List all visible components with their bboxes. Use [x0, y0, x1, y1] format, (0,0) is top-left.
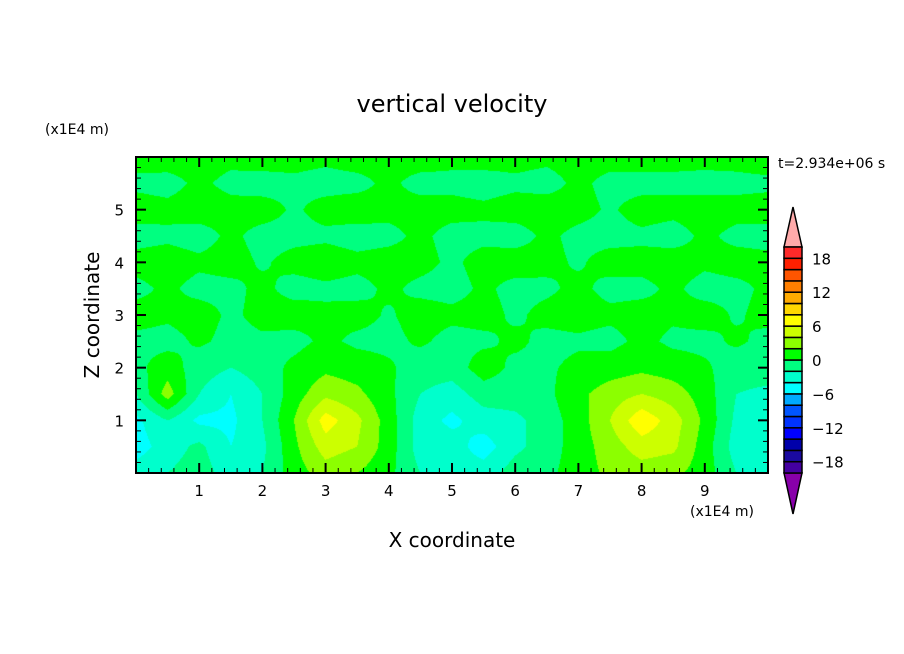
time-label: t=2.934e+06 s — [778, 156, 885, 172]
colorbar-box — [783, 415, 803, 429]
colorbar-under-arrow — [783, 472, 803, 515]
colorbar-tick-label: −18 — [812, 454, 844, 472]
plot-frame — [135, 156, 769, 474]
colorbar-box — [783, 302, 803, 316]
colorbar-box — [783, 404, 803, 418]
y-tick-label: 3 — [114, 307, 124, 325]
x-tick-label: 9 — [700, 482, 710, 500]
colorbar-box — [783, 291, 803, 305]
x-tick-label: 4 — [384, 482, 394, 500]
x-tick-label: 8 — [637, 482, 647, 500]
colorbar-tick-label: 6 — [812, 318, 822, 336]
y-tick-label: 5 — [114, 202, 124, 220]
y-tick-label: 2 — [114, 360, 124, 378]
colorbar-tick-label: 18 — [812, 250, 831, 268]
colorbar-box — [783, 427, 803, 440]
x-tick-label: 6 — [510, 482, 520, 500]
colorbar-over-arrow — [783, 206, 803, 248]
colorbar-box — [783, 336, 803, 350]
colorbar-box — [783, 393, 803, 406]
colorbar-box — [783, 347, 803, 361]
x-tick-label: 3 — [321, 482, 331, 500]
y-unit-label: (x1E4 m) — [45, 122, 109, 138]
colorbar-box — [783, 246, 803, 260]
colorbar-tick-label: 12 — [812, 284, 831, 302]
colorbar-tick-label: −12 — [812, 420, 844, 438]
y-tick-label: 1 — [114, 412, 124, 430]
x-axis-label: X coordinate — [389, 528, 516, 552]
colorbar-box — [783, 268, 803, 282]
x-unit-label: (x1E4 m) — [690, 504, 754, 520]
colorbar-box — [783, 280, 803, 293]
y-axis-label: Z coordinate — [80, 252, 104, 379]
colorbar-box — [783, 381, 803, 395]
colorbar-box — [783, 359, 803, 373]
x-tick-label: 5 — [447, 482, 457, 500]
colorbar: 18 12 6 0 −6 −12 −18 — [783, 206, 844, 515]
colorbar-box — [783, 370, 803, 384]
colorbar-tick-label: 0 — [812, 352, 822, 370]
colorbar-box — [783, 325, 803, 339]
y-tick-label: 4 — [114, 254, 124, 272]
colorbar-box — [783, 314, 803, 327]
colorbar-box — [783, 449, 803, 463]
colorbar-tick-label: −6 — [812, 386, 834, 404]
x-tick-label: 2 — [258, 482, 268, 500]
chart-title: vertical velocity — [357, 90, 548, 118]
x-tick-label: 7 — [574, 482, 584, 500]
x-tick-label: 1 — [194, 482, 204, 500]
contour-field — [136, 157, 768, 473]
colorbar-box — [783, 460, 803, 474]
colorbar-box — [783, 257, 803, 271]
axes: 1 2 3 4 5 6 7 8 9 1 2 3 4 5 — [114, 156, 769, 500]
colorbar-box — [783, 438, 803, 452]
